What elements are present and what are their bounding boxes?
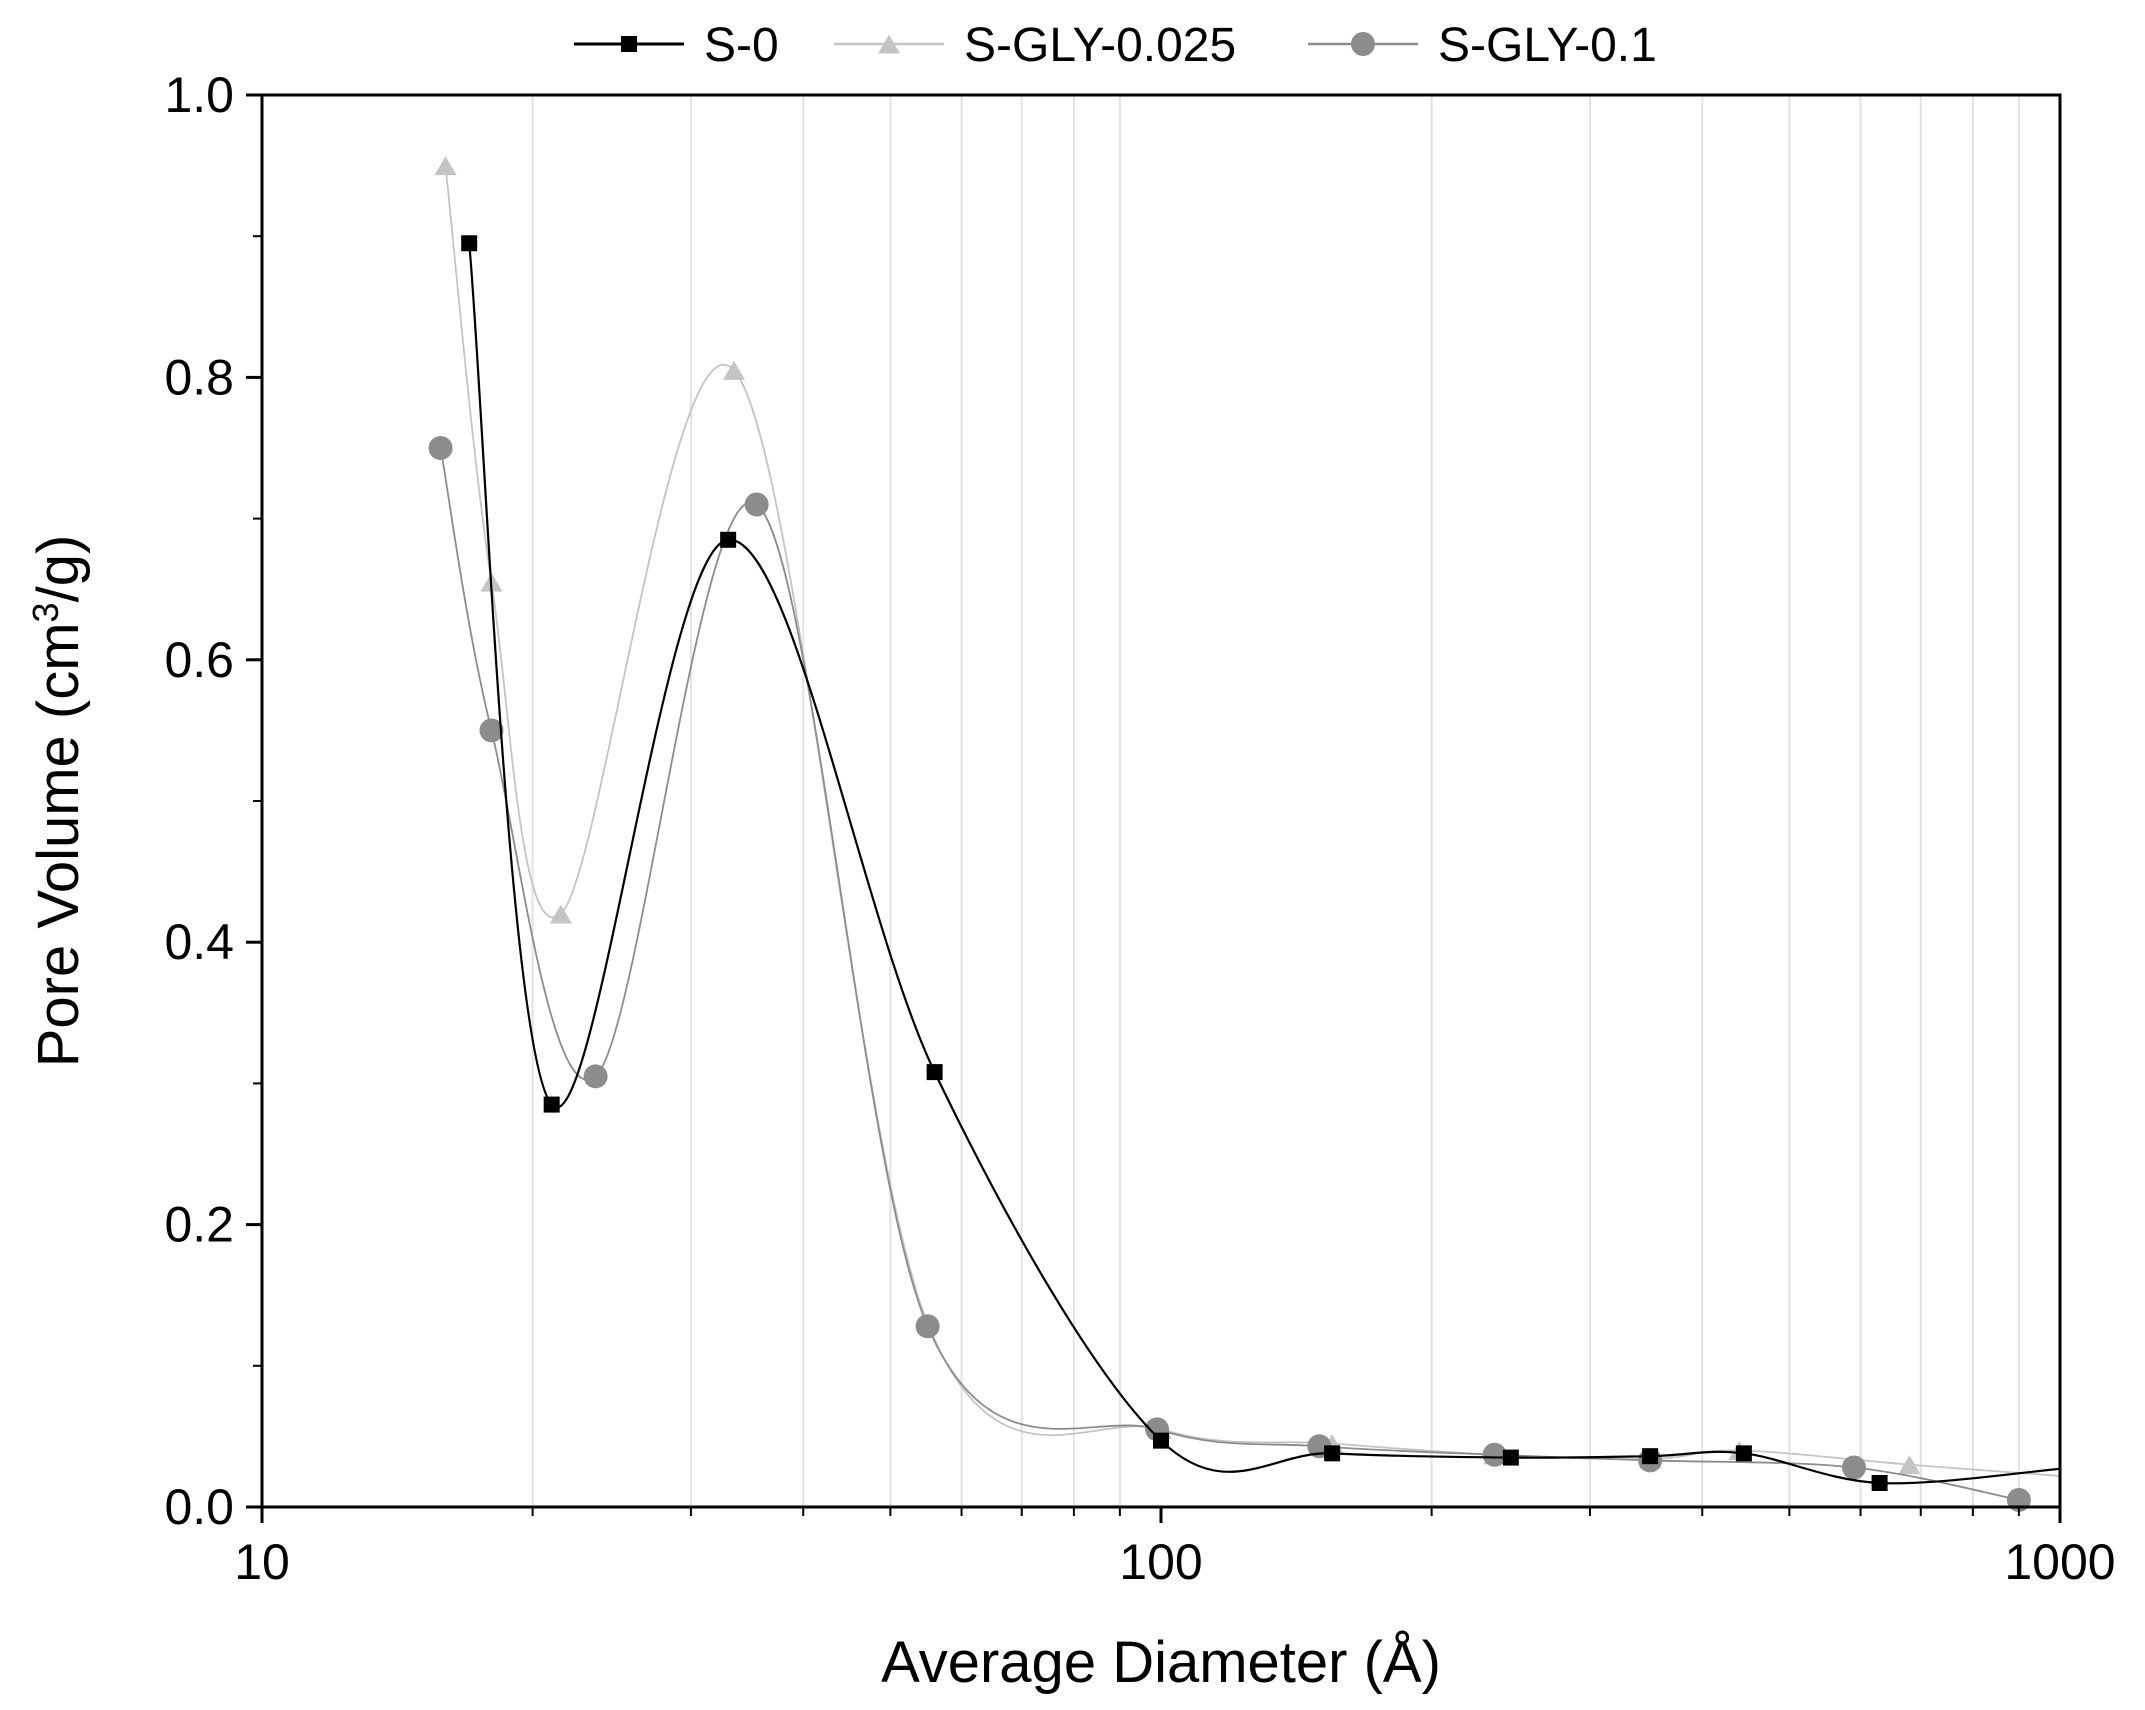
x-tick-label: 1000: [2004, 1534, 2115, 1590]
legend: S-0 S-GLY-0.025 S-GLY-0.1: [574, 19, 1657, 72]
data-point: [1642, 1448, 1659, 1465]
x-tick-label: 100: [1119, 1534, 1202, 1590]
data-point: [1351, 32, 1375, 56]
y-tick-label: 0.2: [164, 1197, 234, 1253]
data-point: [1324, 1445, 1341, 1462]
data-point: [549, 904, 572, 924]
data-point: [720, 531, 737, 548]
y-axis-title: Pore Volume (cm3/g): [25, 535, 92, 1068]
data-point: [434, 156, 457, 176]
y-axis-title-main: Pore Volume (cm: [26, 622, 91, 1067]
data-point: [1735, 1445, 1752, 1462]
data-point: [915, 1314, 940, 1339]
data-point: [1153, 1432, 1169, 1449]
data-point: [1841, 1455, 1866, 1480]
legend-item-s-gly-0-1: S-GLY-0.1: [1308, 19, 1657, 72]
data-point: [543, 1096, 560, 1113]
data-point: [461, 235, 478, 252]
series-s-gly-0-1: [428, 436, 2031, 1512]
y-axis-title-superscript: 3: [25, 602, 66, 622]
y-tick-label: 1.0: [164, 67, 234, 123]
series-layer: [428, 156, 2061, 1512]
data-point: [723, 360, 746, 380]
grid-lines: [531, 95, 2020, 1507]
series-line: [468, 243, 2061, 1485]
y-tick-label: 0.0: [164, 1479, 234, 1535]
series-s-0: [461, 235, 2061, 1491]
legend-item-s-0: S-0: [574, 19, 779, 72]
legend-label: S-0: [704, 19, 779, 72]
data-point: [1502, 1449, 1519, 1466]
x-tick-label: 10: [234, 1534, 290, 1590]
x-axis-title: Average Diameter (Å): [881, 1630, 1441, 1695]
data-point: [926, 1064, 943, 1081]
series-s-gly-0-025: [434, 156, 2061, 1477]
legend-item-s-gly-0-025: S-GLY-0.025: [834, 19, 1236, 72]
y-tick-label: 0.6: [164, 632, 234, 688]
data-point: [1871, 1474, 1888, 1491]
y-axis-title-tail: /g): [26, 535, 91, 603]
data-point: [479, 718, 504, 743]
legend-label: S-GLY-0.1: [1438, 19, 1657, 72]
data-point: [1482, 1442, 1507, 1467]
y-tick-label: 0.8: [164, 349, 234, 405]
data-point: [1898, 1455, 1921, 1475]
data-point: [621, 36, 637, 52]
axis-ticks: 10 100 1000 0.0 0.2 0.4 0.6 0.8 1.0: [164, 67, 2115, 1590]
series-line: [439, 447, 2020, 1501]
series-line: [444, 165, 2061, 1477]
legend-label: S-GLY-0.025: [964, 19, 1236, 72]
data-point: [583, 1064, 608, 1089]
y-axis-title-group: Pore Volume (cm3/g): [25, 535, 92, 1068]
data-point: [878, 34, 900, 54]
y-tick-label: 0.4: [164, 914, 234, 970]
data-point: [428, 436, 453, 460]
data-point: [744, 492, 769, 517]
